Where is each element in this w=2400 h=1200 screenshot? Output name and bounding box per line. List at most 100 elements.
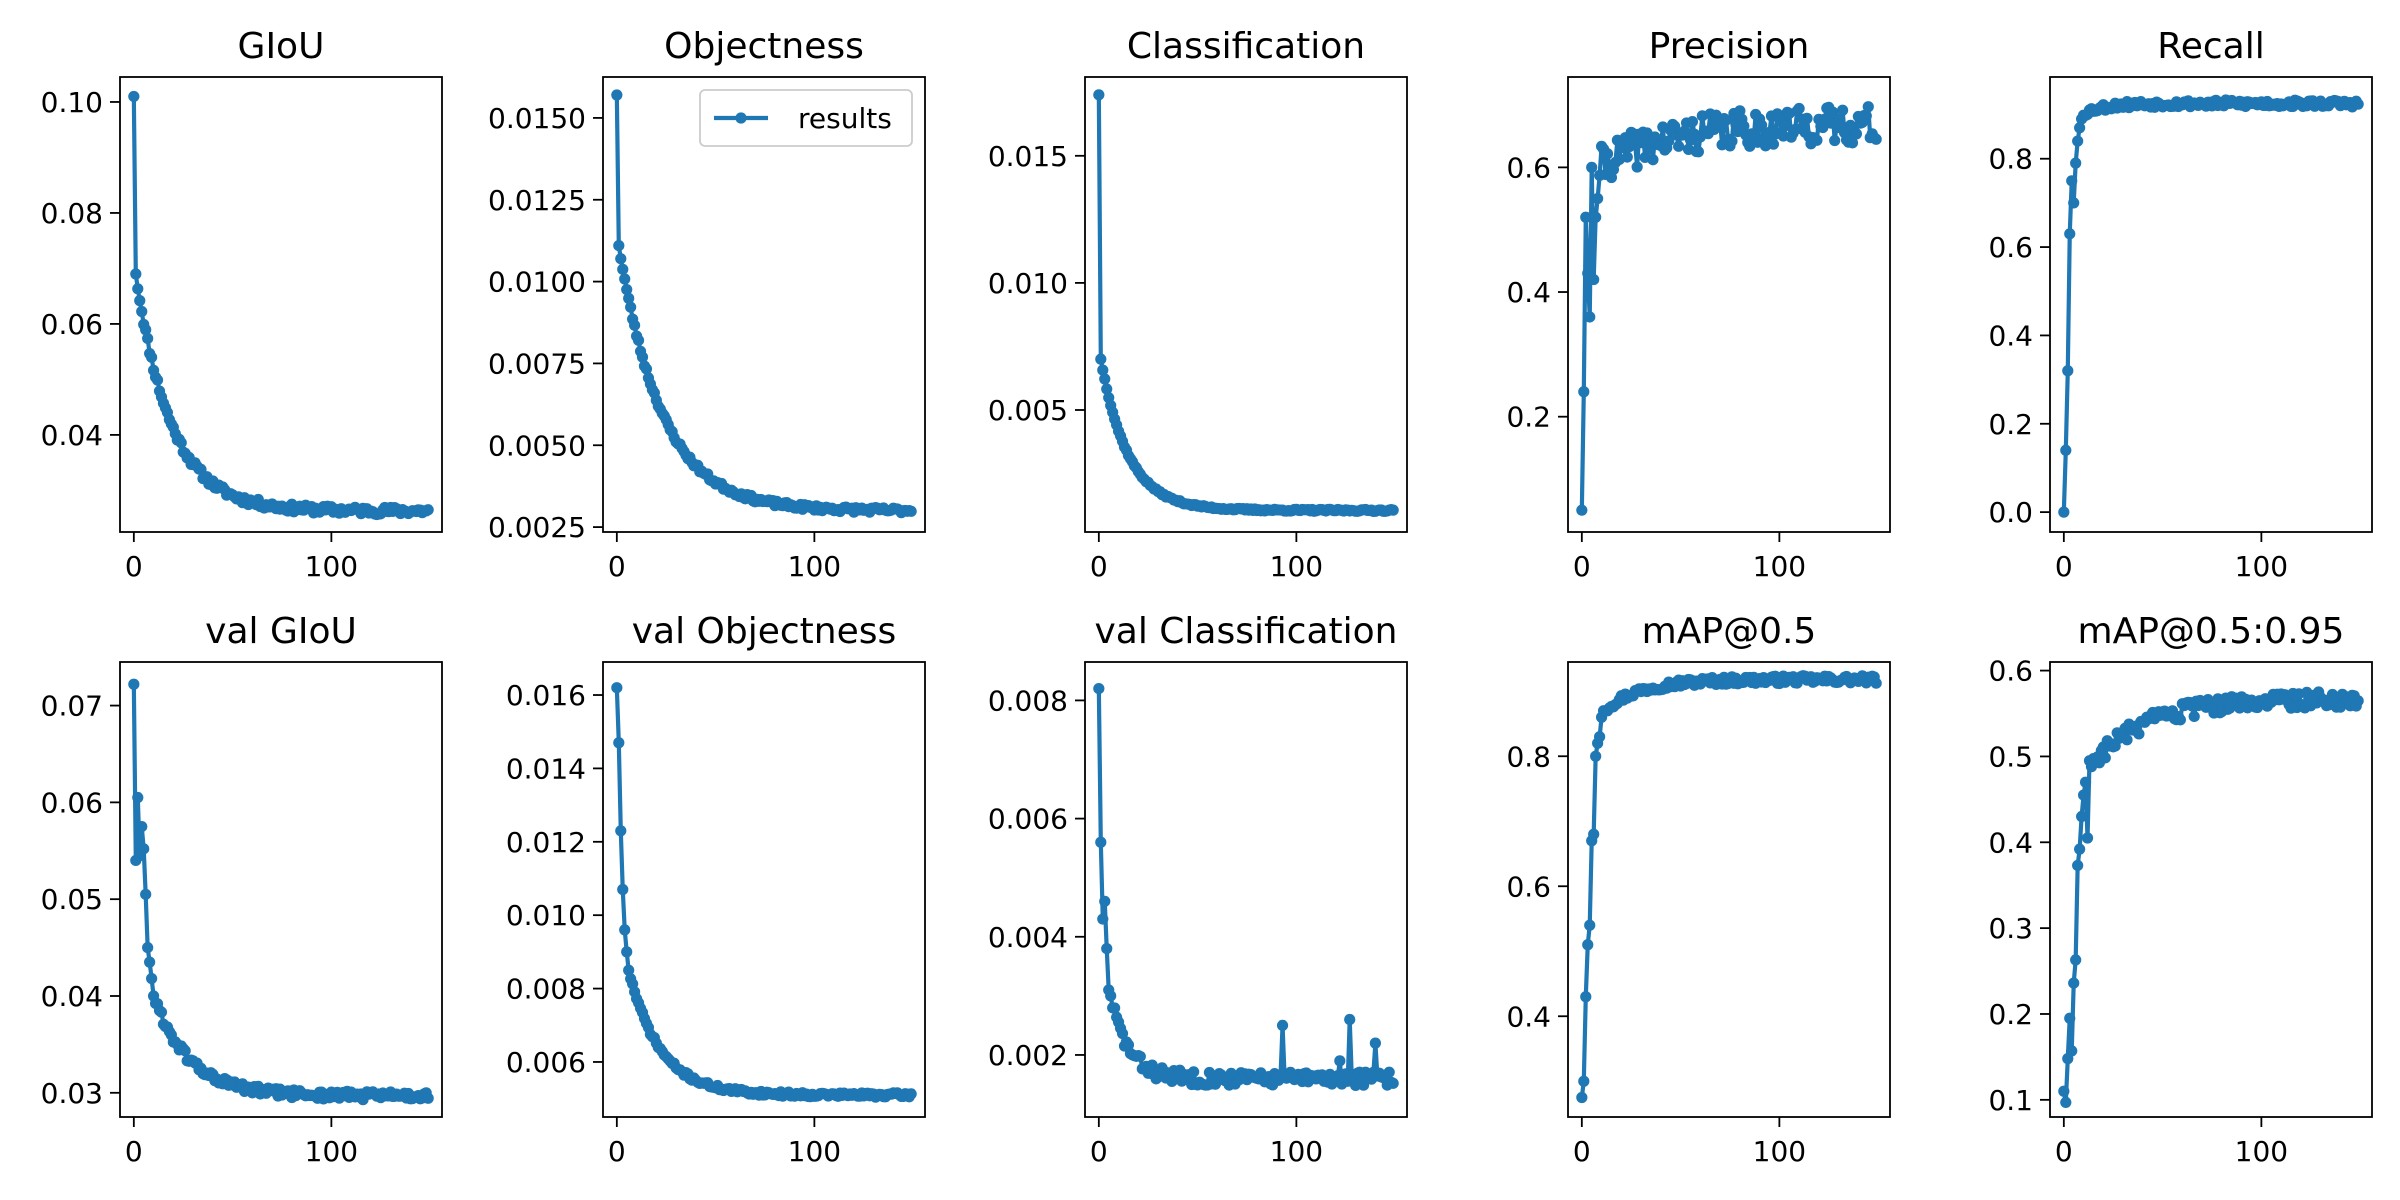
chart-10-point-59 (2174, 714, 2186, 726)
chart-4-point-2 (1580, 211, 1592, 223)
chart-10-ytick-label-3: 0.4 (1988, 826, 2033, 859)
chart-4-point-145 (1862, 101, 1874, 113)
chart-6-axes-frame (119, 661, 443, 1118)
chart-7-point-3 (617, 883, 629, 896)
chart-4-point-97 (1767, 138, 1780, 150)
chart-10-point-7 (2072, 859, 2084, 872)
chart-8-point-3 (1099, 895, 1111, 907)
chart-5-ytick-label-1: 0.2 (1988, 408, 2033, 441)
chart-10-point-8 (2074, 843, 2086, 855)
chart-7-point-0 (611, 682, 623, 694)
chart-4-ytick-label-0: 0.2 (1506, 401, 1551, 434)
chart-8-xtick-label-0: 0 (1090, 1135, 1108, 1168)
chart-8-point-149 (1387, 1077, 1399, 1089)
chart-10-point-0 (2058, 1085, 2070, 1097)
chart-1-title: GIoU (238, 26, 325, 67)
chart-2-point-15 (640, 363, 653, 375)
chart-4-point-1 (1578, 386, 1590, 398)
chart-2-point-9 (629, 319, 641, 331)
chart-1-ytick-label-1: 0.06 (41, 308, 103, 341)
chart-9-axes-frame (1567, 661, 1891, 1118)
chart-4-point-76 (1726, 135, 1738, 147)
chart-8-point-4 (1101, 942, 1113, 955)
chart-9-xtick-label-0: 0 (1573, 1135, 1591, 1168)
chart-10-ytick-label-4: 0.5 (1988, 740, 2033, 773)
chart-10-ytick-label-5: 0.6 (1988, 655, 2033, 688)
chart-4-point-139 (1850, 128, 1863, 140)
chart-5-ytick-label-3: 0.6 (1988, 231, 2033, 264)
chart-9-point-149 (1870, 677, 1882, 689)
chart-10-point-5 (2068, 977, 2080, 989)
chart-7-series-line (614, 687, 913, 1100)
chart-5-xtick-label-1: 100 (2235, 550, 2288, 583)
chart-3-xtick-label-0: 0 (1090, 550, 1108, 583)
chart-5-point-149 (2352, 98, 2364, 110)
chart-6-xtick-label-1: 100 (305, 1135, 358, 1168)
chart-9-point-3 (1582, 939, 1594, 951)
chart-10: mAP@0.5:0.95 0 100 0.1 0.2 0.3 0.4 0.5 0.6 (1988, 611, 2373, 1168)
chart-2-title: Objectness (664, 26, 864, 67)
chart-7-xtick-label-1: 100 (788, 1135, 841, 1168)
chart-4-point-137 (1846, 137, 1859, 149)
chart-10-point-3 (2064, 1012, 2076, 1024)
chart-10-point-4 (2066, 1045, 2078, 1057)
chart-5-ytick-label-0: 0.0 (1988, 496, 2033, 529)
chart-8-point-0 (1093, 682, 1105, 695)
chart-7-point-1 (613, 737, 625, 749)
chart-9-title: mAP@0.5 (1642, 611, 1817, 652)
chart-4-point-59 (1692, 146, 1704, 158)
chart-10-point-149 (2352, 695, 2364, 707)
chart-4-point-128 (1829, 134, 1841, 147)
chart-8-point-140 (1369, 1037, 1381, 1049)
chart-8-ytick-label-2: 0.006 (988, 803, 1068, 836)
chart-8-point-12 (1116, 1027, 1129, 1040)
chart-4-point-144 (1860, 110, 1872, 122)
chart-1-point-4 (136, 305, 148, 318)
chart-2-point-1 (613, 239, 625, 252)
chart-7-ytick-label-2: 0.010 (506, 899, 586, 932)
chart-8-point-21 (1134, 1050, 1146, 1063)
chart-10-point-140 (2334, 701, 2346, 713)
chart-3: Classification 0 100 0.005 0.010 0.015 (988, 26, 1408, 583)
chart-2-ytick-label-3: 0.0100 (488, 266, 586, 299)
chart-5-series-line (2061, 97, 2360, 513)
chart-6-ytick-label-4: 0.07 (41, 690, 103, 723)
chart-5-point-2 (2062, 365, 2074, 377)
chart-6-point-149 (422, 1092, 434, 1104)
chart-2-point-0 (611, 89, 623, 101)
chart-4-point-4 (1584, 311, 1596, 323)
chart-6-ytick-label-1: 0.04 (41, 980, 103, 1013)
chart-8-point-93 (1276, 1019, 1289, 1032)
chart-10-point-11 (2079, 776, 2092, 788)
chart-9-ytick-label-1: 0.6 (1506, 870, 1551, 903)
chart-10-point-6 (2070, 954, 2082, 966)
chart-3-xtick-label-1: 100 (1270, 550, 1323, 583)
chart-1-point-6 (140, 324, 152, 336)
chart-4-point-5 (1586, 161, 1598, 173)
chart-7-ytick-label-0: 0.006 (506, 1046, 586, 1079)
chart-10-axes-frame (2049, 661, 2373, 1118)
chart-2-point-3 (617, 263, 629, 275)
chart-2-xtick-label-0: 0 (608, 550, 626, 583)
chart-1: GIoU 0 100 0.04 0.06 0.08 0.10 (41, 26, 443, 583)
chart-7-ytick-label-1: 0.008 (506, 973, 586, 1006)
chart-2-series-line (614, 94, 912, 515)
chart-6-point-14 (155, 1006, 168, 1018)
chart-9: mAP@0.5 0 100 0.4 0.6 0.8 (1506, 611, 1891, 1168)
chart-4-ytick-label-2: 0.6 (1506, 151, 1551, 184)
chart-2-point-5 (621, 283, 633, 296)
chart-10-point-1 (2060, 1096, 2072, 1109)
chart-10-point-66 (2188, 710, 2200, 723)
chart-8-point-6 (1105, 990, 1117, 1002)
chart-4-point-6 (1588, 273, 1600, 286)
chart-4-series-line (1579, 104, 1878, 511)
chart-4-point-73 (1720, 114, 1732, 126)
chart-3-point-0 (1093, 89, 1105, 101)
chart-4-point-119 (1811, 134, 1823, 146)
chart-6-point-6 (140, 888, 152, 900)
chart-4-point-44 (1663, 135, 1675, 147)
chart-4-point-114 (1801, 112, 1813, 124)
chart-4-point-149 (1870, 133, 1882, 145)
chart-7-point-5 (621, 946, 633, 958)
chart-6-ytick-label-0: 0.03 (41, 1077, 103, 1110)
